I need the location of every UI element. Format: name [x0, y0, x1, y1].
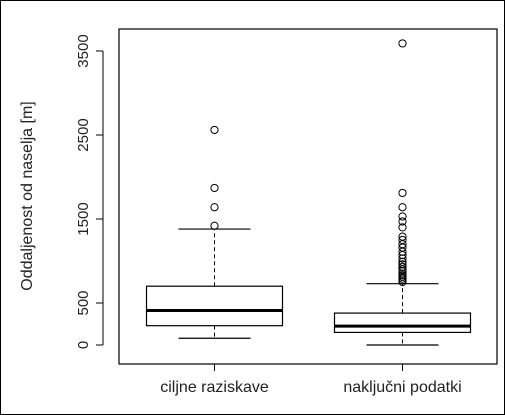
outlier-point: [398, 39, 407, 48]
outlier-point: [398, 212, 407, 221]
x-tick-label-0: ciljne raziskave: [160, 379, 269, 396]
outlier-point: [210, 125, 219, 135]
x-tick-label-1: naključni podatki: [343, 379, 461, 396]
y-tick-label-3: 2500: [75, 118, 92, 151]
box-1: [333, 39, 472, 346]
outlier-point: [398, 260, 407, 269]
y-tick-label-2: 1500: [75, 202, 92, 235]
y-tick-label-4: 3500: [75, 34, 92, 67]
iqr-box: [333, 312, 472, 333]
y-tick-label-0: 0: [75, 341, 92, 349]
outlier-point: [398, 232, 407, 241]
x-axis-labels: ciljne raziskave naključni podatki: [160, 364, 462, 396]
box-0: [145, 125, 284, 339]
outlier-point: [398, 188, 407, 198]
plot-area: [118, 28, 498, 365]
boxes: [145, 39, 472, 346]
outlier-point: [210, 183, 219, 193]
outlier-point: [398, 217, 407, 226]
outlier-point: [398, 235, 407, 245]
outlier-point: [398, 223, 407, 232]
outlier-point: [398, 262, 407, 271]
outlier-point: [210, 203, 219, 212]
outlier-point: [398, 203, 407, 212]
y-axis-label: Oddaljenost od naselja [m]: [19, 101, 36, 290]
y-tick-label-1: 500: [75, 290, 92, 315]
outlier-point: [210, 221, 219, 230]
y-axis: 0 500 1500 2500 3500: [75, 34, 104, 349]
iqr-box: [145, 285, 284, 327]
